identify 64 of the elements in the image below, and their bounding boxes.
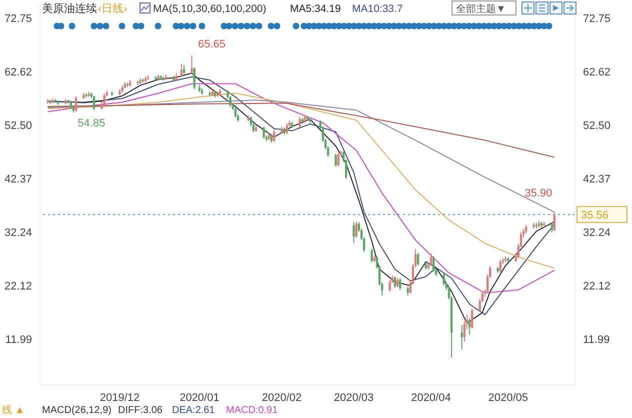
chart-title: 美原油连续 [42,2,97,15]
candlestick [471,308,474,329]
y2-tick-label: 72.75 [583,12,611,25]
candlestick [352,221,355,244]
candlestick [468,317,471,336]
annotation: 35.90 [524,188,552,200]
y-tick-label: 62.62 [4,66,32,78]
y2-tick-label: 11.99 [583,334,610,346]
y-tick-label: 22.12 [4,280,32,292]
ref-line-label: 35.56 [581,210,609,222]
text: DEA:2.61 [172,405,216,416]
x-tick-label: 2020/03 [334,392,374,404]
line-series [47,100,555,213]
candlestick [193,66,196,90]
line-series [47,92,555,269]
y2-tick-label: 22.12 [583,280,611,292]
candlestick [398,278,402,290]
candlestick [180,63,183,78]
candlestick [388,279,391,292]
y-tick-label: 42.37 [4,173,32,186]
candlestick [394,276,396,288]
annotation: MA10:33.7 [352,3,403,15]
candlestick [190,54,193,74]
x-tick-label: 2020/05 [488,392,528,404]
annotation: MA(5,10,30,60,100,200) [153,3,266,15]
candlestick [430,252,432,267]
candlestick [553,212,556,232]
candlestick [460,324,463,350]
annotation: 全部主题▼ [456,3,506,15]
x-tick-label: 2019/12 [100,392,140,404]
candlestick [103,93,106,106]
candlestick [334,154,337,168]
y2-tick-label: 52.50 [583,120,611,132]
annotation: 65.65 [198,38,226,50]
text: DIFF:3.06 [118,405,163,416]
y-tick-label: 11.99 [5,334,32,346]
y-tick-label: 72.75 [4,12,32,25]
annotation: 54.85 [78,118,106,130]
candlestick [417,252,420,266]
candlestick [234,107,237,118]
annotation: MA5:34.19 [290,3,341,15]
y-tick-label: 52.50 [4,120,32,132]
candlestick [298,116,301,128]
candlestick [286,122,288,134]
text: MACD:0.91 [226,405,278,416]
candlestick [432,256,435,272]
text: 线 ▲ [2,404,25,416]
x-tick-label: 2020/02 [262,392,302,404]
line-series [47,102,555,158]
x-tick-label: 2020/04 [411,392,451,404]
y-tick-label: 32.24 [4,226,32,239]
candlestick [499,259,502,273]
y2-tick-label: 62.62 [583,66,611,78]
y2-tick-label: 32.24 [583,226,611,239]
chart-subtitle: ‹日线› [98,2,128,15]
y2-tick-label: 42.37 [583,173,611,186]
candlestick [92,95,96,111]
candlestick [442,272,445,286]
candlestick [262,126,265,140]
candlestick [370,248,373,263]
candlestick [272,129,276,142]
candlestick [337,152,340,167]
x-tick-label: 2020/01 [180,392,220,404]
text: MACD(26,12,9) [42,405,112,416]
